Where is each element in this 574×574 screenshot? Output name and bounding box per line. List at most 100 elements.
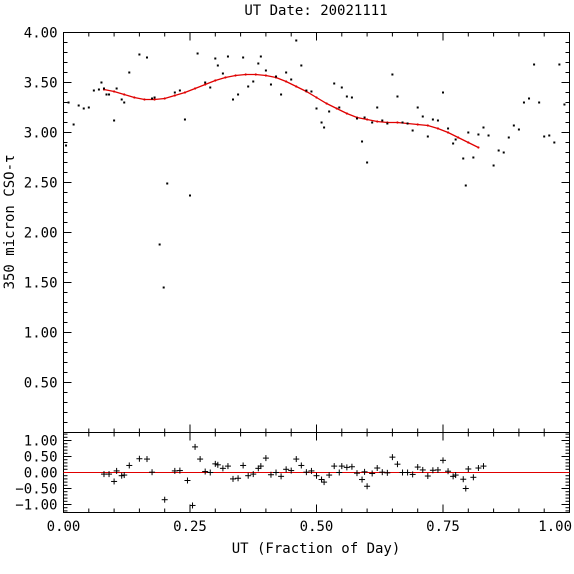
- fit-point: [457, 136, 460, 139]
- tau-point: [512, 124, 515, 127]
- residual-marker: [331, 463, 338, 470]
- residual-marker: [480, 463, 487, 470]
- residual-marker: [161, 496, 168, 503]
- fit-point: [173, 94, 176, 97]
- residual-marker: [409, 471, 416, 478]
- tau-point: [100, 81, 103, 84]
- tau-point: [363, 116, 366, 119]
- residual-marker: [298, 462, 305, 469]
- bottom-ytick-label: 0.50: [24, 450, 58, 466]
- residual-marker: [445, 468, 452, 475]
- tau-point: [502, 151, 505, 154]
- residual-marker: [100, 471, 107, 478]
- tau-point: [391, 73, 394, 76]
- x-tick-label: 1.00: [538, 519, 572, 535]
- tau-point: [563, 103, 566, 106]
- fit-point: [366, 118, 369, 121]
- residual-marker: [192, 443, 199, 450]
- top-axis-ticks: 0.50 1.00 1.50 2.00 2.50 3.00 3.50 4.00: [24, 26, 570, 433]
- x-axis-ticks: 0.00 0.25 0.50 0.75 1.00: [47, 519, 572, 535]
- fit-point: [295, 85, 298, 88]
- top-ytick-label: 1.00: [24, 326, 58, 342]
- residual-marker: [338, 463, 345, 470]
- fit-point: [183, 91, 187, 94]
- tau-point: [305, 89, 308, 92]
- residual-marker: [326, 472, 333, 479]
- tau-point: [280, 93, 283, 96]
- tau-point: [226, 55, 229, 58]
- residual-marker: [308, 467, 315, 474]
- tau-point: [366, 161, 369, 164]
- tau-point: [257, 62, 260, 65]
- tau-point: [247, 85, 250, 88]
- residual-marker: [202, 468, 209, 475]
- tau-point: [553, 141, 556, 144]
- tau-point: [333, 82, 336, 85]
- residual-marker: [318, 476, 325, 483]
- residual-marker: [121, 472, 128, 479]
- tau-point: [113, 119, 116, 122]
- tau-point: [173, 91, 176, 94]
- fit-point: [477, 146, 480, 149]
- tau-point: [145, 56, 148, 59]
- tau-point: [97, 88, 100, 91]
- fit-point: [325, 102, 328, 105]
- tau-point: [87, 106, 90, 109]
- fit-point: [254, 73, 257, 76]
- residual-marker: [189, 502, 196, 509]
- residual-marker: [224, 463, 231, 470]
- tau-point: [138, 53, 141, 56]
- residual-marker: [143, 456, 150, 463]
- residual-marker: [343, 464, 350, 471]
- residual-marker: [450, 473, 457, 480]
- fit-point: [234, 74, 237, 77]
- tau-point: [209, 86, 212, 89]
- residual-marker: [460, 476, 467, 483]
- top-ytick-label: 3.50: [24, 76, 58, 92]
- tau-point: [166, 182, 169, 185]
- tau-point: [442, 91, 444, 94]
- tau-point: [275, 75, 278, 78]
- tau-point: [259, 55, 262, 58]
- residual-marker: [434, 466, 441, 473]
- residual-marker: [465, 465, 472, 472]
- tau-point: [328, 110, 331, 113]
- fit-point: [345, 112, 348, 115]
- tau-point: [320, 121, 323, 124]
- tau-point: [340, 86, 343, 89]
- residual-marker: [207, 469, 214, 476]
- residual-marker: [399, 469, 406, 476]
- fit-point: [143, 98, 146, 101]
- residual-marker: [111, 478, 118, 485]
- tau-point: [183, 118, 186, 121]
- fit-point: [123, 93, 126, 96]
- top-ytick-label: 1.50: [24, 276, 58, 292]
- top-ytick-label: 2.50: [24, 176, 58, 192]
- data-points: [65, 39, 566, 289]
- residual-marker: [462, 485, 469, 492]
- tau-point: [548, 134, 551, 137]
- residual-marker: [394, 461, 401, 468]
- residual-marker: [113, 467, 120, 474]
- bottom-ytick-label: −1.00: [15, 498, 57, 514]
- bottom-panel: −1.00−0.500.000.501.00: [15, 432, 570, 514]
- tau-point: [252, 80, 255, 83]
- residual-marker: [475, 465, 482, 472]
- tau-point: [216, 64, 219, 67]
- tau-point: [472, 156, 475, 159]
- x-tick-label: 0.25: [173, 519, 207, 535]
- residual-marker: [348, 463, 355, 470]
- tau-point: [464, 184, 467, 187]
- residual-marker: [126, 462, 133, 469]
- fit-curve: [102, 73, 480, 149]
- residual-marker: [369, 470, 376, 477]
- tau-point: [381, 119, 384, 122]
- tau-point: [386, 122, 389, 125]
- bottom-axis-ticks: −1.00−0.500.000.501.00: [15, 432, 570, 514]
- fit-point: [416, 123, 419, 126]
- fit-point: [335, 107, 338, 110]
- tau-point: [92, 89, 95, 92]
- residual-marker: [262, 455, 269, 462]
- tau-point: [295, 39, 298, 42]
